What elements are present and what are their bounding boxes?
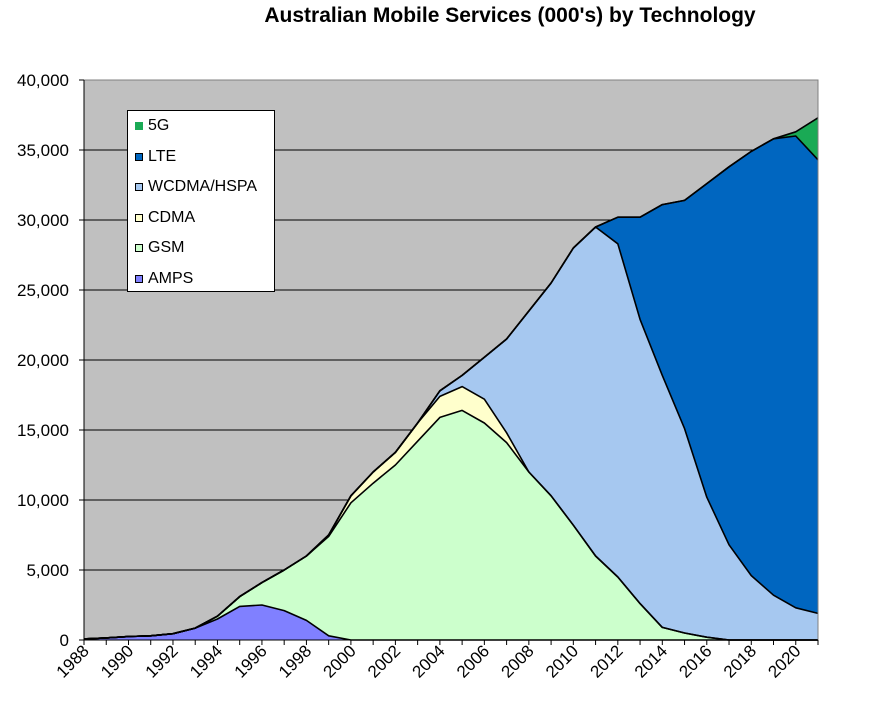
legend-item-lte: LTE [135,147,176,167]
legend-item-wcdma-hspa: WCDMA/HSPA [135,177,257,197]
legend-item-cdma: CDMA [135,208,195,228]
y-tick-label: 5,000 [26,561,69,580]
y-tick-label: 0 [60,631,69,650]
x-tick-label: 2010 [542,641,582,681]
x-tick-label: 2002 [364,641,404,681]
x-tick-label: 2008 [497,641,537,681]
legend-item-5g: 5G [135,116,169,136]
x-tick-label: 2004 [409,641,449,681]
x-tick-label: 1996 [231,641,271,681]
x-tick-label: 2012 [586,641,626,681]
area-series [83,117,819,641]
legend-item-amps: AMPS [135,269,193,289]
y-tick-labels: 0 5,000 10,000 15,000 20,000 25,000 30,000 35,0… [17,71,69,650]
x-tick-label: 1998 [275,641,315,681]
boundary-5g [83,117,819,640]
y-tick-label: 25,000 [17,281,69,300]
axes [79,79,819,645]
legend-label: LTE [148,147,177,165]
legend: 5G LTE WCDMA/HSPA CDMA GSM AMPS [127,110,275,292]
x-tick-label: 2020 [764,641,804,681]
x-tick-label: 1994 [186,641,226,681]
y-tick-label: 20,000 [17,351,69,370]
area-wcdma-hspa [84,227,818,640]
area-gsm [84,410,818,640]
legend-swatch [135,152,143,161]
legend-swatch [135,274,143,283]
legend-label: WCDMA/HSPA [148,178,258,195]
y-tick-label: 15,000 [17,421,69,440]
y-tick-label: 30,000 [17,211,69,230]
legend-item-gsm: GSM [135,238,184,258]
legend-swatch [135,122,143,130]
legend-label: GSM [148,239,185,256]
area-amps [84,605,818,640]
y-tick-label: 10,000 [17,491,69,510]
y-tick-label: 40,000 [17,71,69,90]
legend-label: CDMA [148,208,196,226]
x-tick-label: 2000 [320,641,360,681]
y-tick-label: 35,000 [17,141,69,160]
area-lte [84,136,818,639]
legend-swatch [135,213,143,222]
x-tick-label: 2018 [720,641,760,681]
x-tick-label: 2016 [675,641,715,681]
x-tick-label: 2014 [631,641,671,681]
x-tick-label: 1992 [142,641,182,681]
legend-swatch [135,244,143,252]
legend-label: AMPS [148,269,194,287]
x-tick-label: 2006 [453,641,493,681]
legend-swatch [135,183,143,191]
x-tick-label: 1990 [97,641,137,681]
x-tick-labels: 1988 1990 1992 1994 1996 1998 2000 2002 2004 2006… [53,641,805,681]
chart-title: Australian Mobile Services (000's) by Te… [264,4,756,27]
legend-label: 5G [148,117,170,134]
